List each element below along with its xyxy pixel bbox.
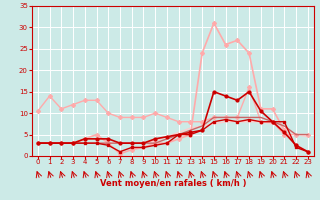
X-axis label: Vent moyen/en rafales ( km/h ): Vent moyen/en rafales ( km/h ): [100, 179, 246, 188]
